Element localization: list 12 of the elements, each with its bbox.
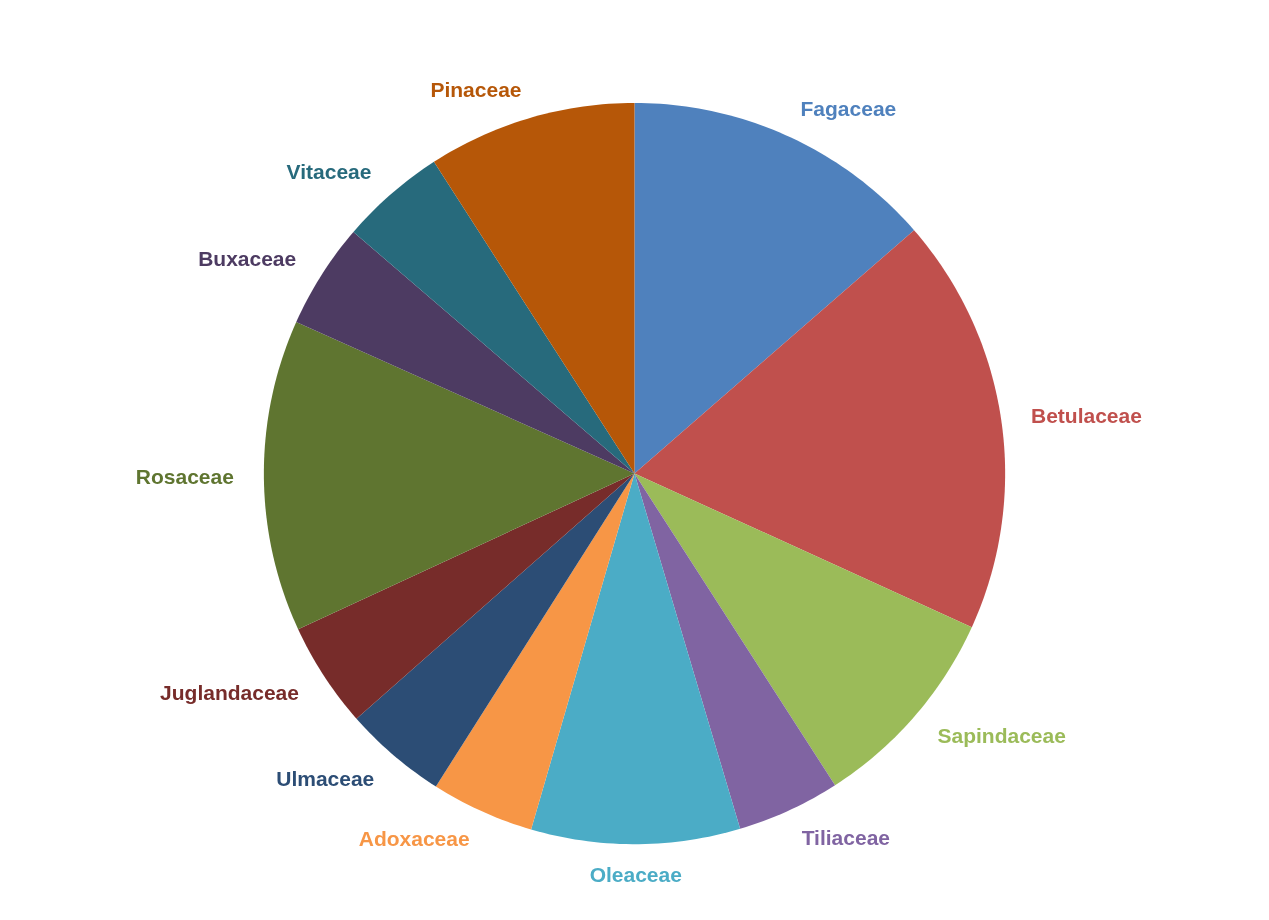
slice-label: Juglandaceae [160, 680, 299, 704]
slice-label: Pinaceae [430, 77, 522, 101]
slice-label: Fagaceae [800, 97, 897, 121]
slice-label: Sapindaceae [937, 724, 1066, 748]
slice-label: Buxaceae [198, 247, 297, 271]
slice-label: Rosaceae [135, 464, 234, 488]
slice-label: Ulmaceae [276, 766, 375, 790]
slice-label: Oleaceae [589, 862, 682, 886]
slice-label: Tiliaceae [801, 826, 891, 850]
slice-label: Adoxaceae [358, 827, 470, 851]
slice-label: Betulaceae [1030, 404, 1142, 428]
slice-label: Vitaceae [286, 159, 372, 183]
